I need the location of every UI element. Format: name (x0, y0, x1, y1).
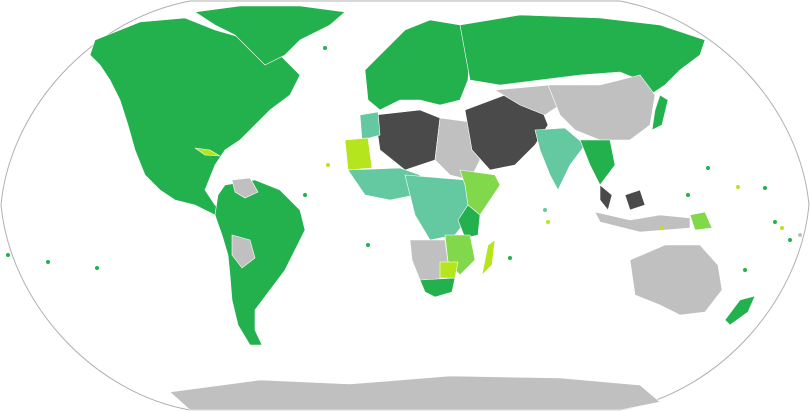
region-papua-new-guinea (689, 211, 713, 231)
region-europe (364, 19, 471, 111)
region-indonesia (594, 211, 691, 233)
region-antarctica (169, 375, 661, 411)
region-malaysia (599, 184, 646, 211)
region-venezuela (231, 177, 259, 199)
region-southeast-asia (579, 139, 616, 186)
island-marker (303, 193, 307, 197)
island-marker (686, 193, 690, 197)
island-marker (326, 163, 330, 167)
region-new-zealand (724, 295, 756, 326)
region-east-africa (457, 204, 481, 239)
region-zimbabwe (439, 261, 459, 279)
region-japan (651, 94, 669, 131)
island-marker (508, 256, 512, 260)
island-marker (706, 166, 710, 170)
region-greenland (194, 5, 346, 66)
island-marker (660, 226, 664, 230)
island-marker (743, 268, 747, 272)
island-marker (6, 253, 10, 257)
region-south-africa (419, 277, 456, 298)
island-marker (763, 186, 767, 190)
island-marker (788, 238, 792, 242)
island-marker (736, 185, 740, 189)
region-south-america (214, 179, 306, 346)
region-morocco (359, 111, 381, 141)
region-russia (459, 14, 706, 96)
region-india (534, 127, 586, 191)
island-marker (773, 220, 777, 224)
island-marker (798, 233, 802, 237)
region-australia (629, 244, 723, 316)
region-china (547, 74, 656, 141)
island-marker (46, 260, 50, 264)
region-central-asia (494, 84, 561, 116)
region-cuba (194, 147, 221, 157)
island-marker (323, 46, 327, 50)
island-marker (543, 208, 547, 212)
island-marker (780, 226, 784, 230)
region-madagascar (481, 239, 496, 276)
island-marker (95, 266, 99, 270)
island-marker (366, 243, 370, 247)
island-marker (546, 220, 550, 224)
region-bolivia (231, 234, 256, 269)
region-mauritania (344, 137, 373, 171)
